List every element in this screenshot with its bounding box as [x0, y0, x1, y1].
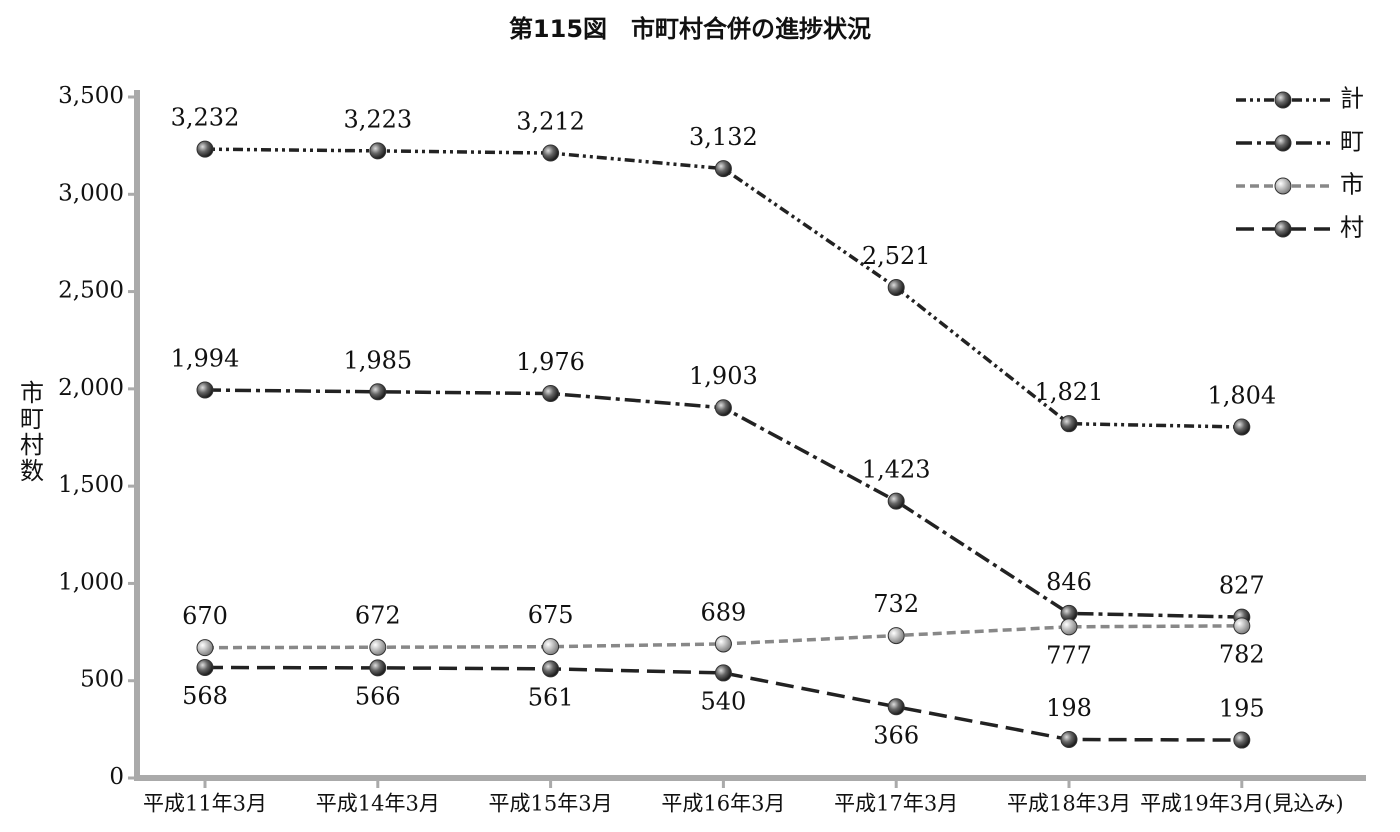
chart-title: 第115図 市町村合併の進捗状況: [509, 15, 871, 43]
point: [714, 635, 732, 653]
legend-marker: [1274, 91, 1292, 109]
legend-label: 村: [1340, 214, 1364, 242]
value-label: 568: [182, 682, 228, 710]
point: [887, 627, 905, 645]
point: [542, 660, 560, 678]
point: [1233, 418, 1251, 436]
x-tick-label: 平成18年3月: [1007, 792, 1131, 816]
x-tick-label: 平成14年3月: [316, 792, 440, 816]
value-label: 3,132: [689, 123, 758, 151]
point: [369, 383, 387, 401]
value-label: 1,423: [862, 456, 931, 484]
value-label: 3,223: [343, 105, 412, 133]
value-label: 827: [1219, 572, 1265, 600]
y-tick-label: 1,000: [58, 569, 124, 595]
point: [714, 399, 732, 417]
point: [542, 385, 560, 403]
legend-marker: [1274, 220, 1292, 238]
y-tick-label: 0: [109, 764, 124, 790]
x-tick-label: 平成15年3月: [489, 792, 613, 816]
value-label: 777: [1046, 641, 1092, 669]
x-tick-label: 平成16年3月: [661, 792, 785, 816]
y-tick-label: 2,500: [58, 278, 124, 304]
value-label: 1,976: [516, 348, 585, 376]
value-label: 675: [528, 601, 574, 629]
point: [369, 659, 387, 677]
value-label: 1,821: [1035, 378, 1104, 406]
value-label: 846: [1046, 568, 1092, 596]
point: [1233, 617, 1251, 635]
value-label: 782: [1219, 640, 1265, 668]
value-label: 1,985: [343, 346, 412, 374]
value-label: 1,903: [689, 362, 758, 390]
y-tick-label: 2,000: [58, 375, 124, 401]
x-tick-label: 平成17年3月: [834, 792, 958, 816]
y-tick-label: 3,500: [58, 83, 124, 109]
value-label: 672: [355, 602, 401, 630]
point: [1060, 415, 1078, 433]
point: [887, 492, 905, 510]
value-label: 670: [182, 602, 228, 630]
y-tick-label: 500: [80, 667, 124, 693]
value-label: 2,521: [862, 242, 931, 270]
value-label: 732: [873, 590, 919, 618]
legend-marker: [1274, 177, 1292, 195]
point: [1233, 731, 1251, 749]
value-label: 366: [873, 721, 919, 749]
point: [1060, 618, 1078, 636]
value-label: 540: [700, 687, 746, 715]
legend-marker: [1274, 134, 1292, 152]
point: [196, 381, 214, 399]
value-label: 566: [355, 682, 401, 710]
point: [196, 658, 214, 676]
legend-label: 計: [1340, 85, 1364, 113]
point: [887, 278, 905, 296]
value-label: 3,212: [516, 108, 585, 136]
point: [887, 698, 905, 716]
point: [369, 638, 387, 656]
point: [714, 160, 732, 178]
point: [196, 140, 214, 158]
value-label: 3,232: [171, 104, 240, 132]
x-tick-label: 平成19年3月(見込み): [1140, 792, 1343, 816]
point: [542, 144, 560, 162]
y-tick-label: 1,500: [58, 472, 124, 498]
value-label: 1,804: [1207, 381, 1276, 409]
value-label: 198: [1046, 694, 1092, 722]
value-label: 561: [528, 683, 574, 711]
legend-label: 市: [1340, 171, 1364, 199]
point: [1060, 730, 1078, 748]
y-axis-label: 市町村数: [16, 380, 44, 484]
point: [196, 639, 214, 657]
point: [542, 638, 560, 656]
legend-label: 町: [1340, 128, 1364, 156]
value-label: 1,994: [171, 345, 240, 373]
y-tick-label: 3,000: [58, 180, 124, 206]
x-tick-label: 平成11年3月: [143, 792, 267, 816]
point: [369, 142, 387, 160]
value-label: 689: [700, 598, 746, 626]
value-label: 195: [1219, 695, 1265, 723]
point: [714, 664, 732, 682]
